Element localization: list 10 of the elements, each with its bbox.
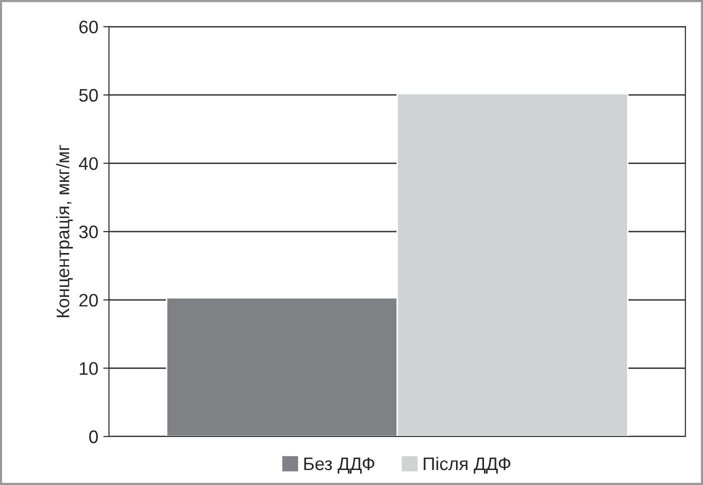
y-tick-label: 30 (79, 226, 98, 238)
y-tick-label: 60 (79, 20, 98, 34)
y-tick-label: 40 (78, 157, 98, 170)
y-tick-label: 20 (79, 294, 98, 307)
legend-label: Без ДДФ (304, 458, 374, 474)
legend-label: Після ДДФ (424, 456, 510, 474)
y-tick-label: 0 (89, 430, 98, 444)
y-axis-title: Концентрація, мкг/мг (56, 145, 73, 318)
y-tick-label: 10 (80, 362, 98, 375)
y-tick-label: 50 (79, 88, 98, 102)
